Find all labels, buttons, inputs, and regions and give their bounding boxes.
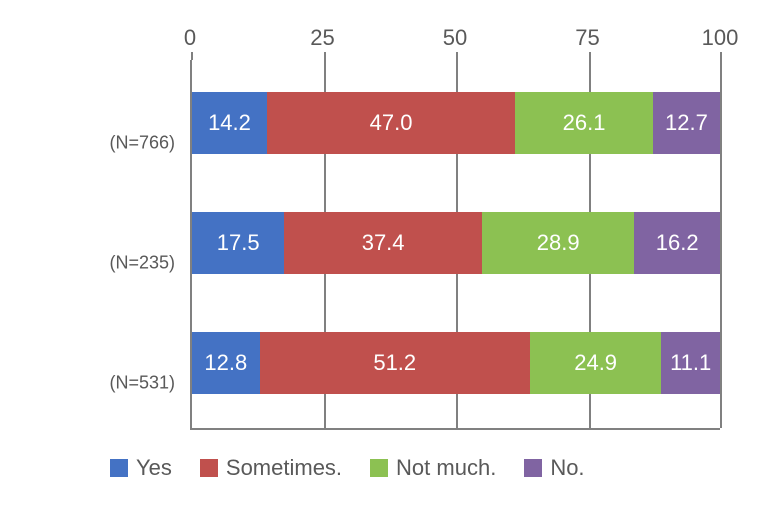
legend-swatch [370,459,388,477]
seg-2-1: 51.2 [260,332,530,394]
seg-0-2: 26.1 [515,92,653,154]
seg-label: 47.0 [370,110,413,136]
tick-75 [589,52,591,60]
seg-label: 16.2 [656,230,699,256]
seg-label: 37.4 [362,230,405,256]
seg-label: 24.9 [574,350,617,376]
seg-1-2: 28.9 [482,212,635,274]
legend-swatch [110,459,128,477]
legend-label: Not much. [396,455,496,481]
seg-label: 17.5 [217,230,260,256]
seg-1-3: 16.2 [634,212,720,274]
legend-label: Sometimes. [226,455,342,481]
tick-100 [720,52,722,60]
row-label-2: (N=531) [105,373,175,394]
xtick-75: 75 [575,25,599,51]
seg-label: 11.1 [670,350,711,376]
tick-25 [324,52,326,60]
tick-0 [191,52,193,60]
seg-1-0: 17.5 [192,212,284,274]
legend-item-sometimes: Sometimes. [200,455,342,481]
row-label-0: (N=766) [105,133,175,154]
seg-label: 12.8 [204,350,247,376]
xtick-50: 50 [443,25,467,51]
xtick-0: 0 [184,25,196,51]
seg-label: 51.2 [373,350,416,376]
seg-2-2: 24.9 [530,332,661,394]
bar-row-0: 14.2 47.0 26.1 12.7 [192,92,720,154]
bar-row-1: 17.5 37.4 28.9 16.2 [192,212,720,274]
legend-label: No. [550,455,584,481]
stacked-bar-chart: 0 25 50 75 100 14.2 47.0 26.1 12.7 17.5 … [0,0,764,511]
legend-label: Yes [136,455,172,481]
legend-swatch [200,459,218,477]
plot-area: 14.2 47.0 26.1 12.7 17.5 37.4 28.9 16.2 … [190,60,720,430]
legend-item-notmuch: Not much. [370,455,496,481]
seg-0-0: 14.2 [192,92,267,154]
seg-label: 12.7 [665,110,708,136]
legend-item-yes: Yes [110,455,172,481]
seg-label: 14.2 [208,110,251,136]
legend-item-no: No. [524,455,584,481]
seg-0-1: 47.0 [267,92,515,154]
bar-row-2: 12.8 51.2 24.9 11.1 [192,332,720,394]
xtick-25: 25 [310,25,334,51]
seg-2-3: 11.1 [661,332,720,394]
legend: Yes Sometimes. Not much. No. [110,455,585,481]
legend-swatch [524,459,542,477]
seg-label: 28.9 [537,230,580,256]
xtick-100: 100 [702,25,739,51]
seg-2-0: 12.8 [192,332,260,394]
seg-1-1: 37.4 [284,212,481,274]
seg-0-3: 12.7 [653,92,720,154]
grid-100 [720,60,722,428]
seg-label: 26.1 [563,110,606,136]
row-label-1: (N=235) [105,253,175,274]
tick-50 [456,52,458,60]
